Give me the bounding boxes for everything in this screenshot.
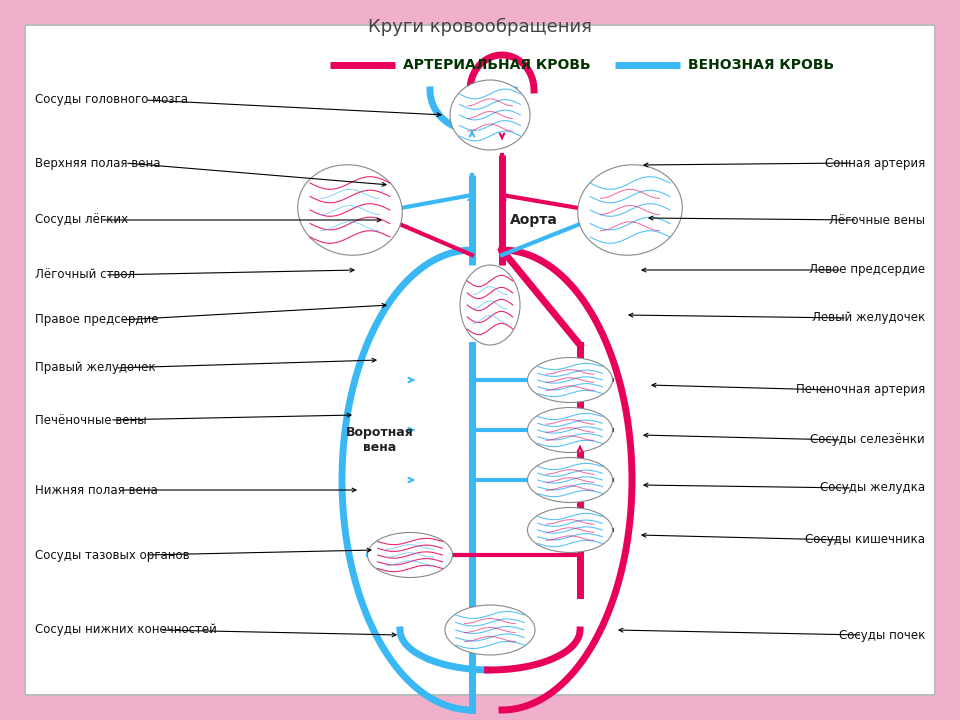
Text: Сосуды лёгких: Сосуды лёгких [35, 214, 128, 227]
Text: Сосуды почек: Сосуды почек [839, 629, 925, 642]
Text: ВЕНОЗНАЯ КРОВЬ: ВЕНОЗНАЯ КРОВЬ [688, 58, 834, 72]
Text: АРТЕРИАЛЬНАЯ КРОВЬ: АРТЕРИАЛЬНАЯ КРОВЬ [403, 58, 590, 72]
Text: Сосуды селезёнки: Сосуды селезёнки [810, 433, 925, 446]
Text: Сосуды нижних конечностей: Сосуды нижних конечностей [35, 624, 217, 636]
FancyBboxPatch shape [25, 25, 935, 695]
Text: Левое предсердие: Левое предсердие [809, 264, 925, 276]
Text: Сосуды желудка: Сосуды желудка [820, 482, 925, 495]
Text: Сосуды головного мозга: Сосуды головного мозга [35, 94, 188, 107]
Text: Воротная
вена: Воротная вена [347, 426, 414, 454]
Ellipse shape [527, 457, 612, 503]
Text: Сосуды тазовых органов: Сосуды тазовых органов [35, 549, 190, 562]
Ellipse shape [450, 80, 530, 150]
Text: Лёгочные вены: Лёгочные вены [829, 214, 925, 227]
Ellipse shape [445, 605, 535, 655]
Ellipse shape [578, 165, 683, 256]
Ellipse shape [527, 508, 612, 552]
Ellipse shape [368, 533, 452, 577]
Text: Сосуды кишечника: Сосуды кишечника [805, 534, 925, 546]
Text: Верхняя полая вена: Верхняя полая вена [35, 156, 160, 169]
Text: Лёгочный ствол: Лёгочный ствол [35, 269, 135, 282]
Text: Левый желудочек: Левый желудочек [812, 312, 925, 325]
Text: Аорта: Аорта [510, 213, 558, 227]
Text: Правый желудочек: Правый желудочек [35, 361, 156, 374]
Text: Сонная артерия: Сонная артерия [825, 156, 925, 169]
Ellipse shape [460, 265, 520, 345]
Text: Правое предсердие: Правое предсердие [35, 313, 158, 326]
Text: Печеночная артерия: Печеночная артерия [796, 384, 925, 397]
Text: Печёночные вены: Печёночные вены [35, 413, 147, 426]
Ellipse shape [527, 408, 612, 452]
Text: Круги кровообращения: Круги кровообращения [368, 18, 592, 36]
Text: Нижняя полая вена: Нижняя полая вена [35, 484, 157, 497]
Ellipse shape [527, 358, 612, 402]
Ellipse shape [298, 165, 402, 256]
